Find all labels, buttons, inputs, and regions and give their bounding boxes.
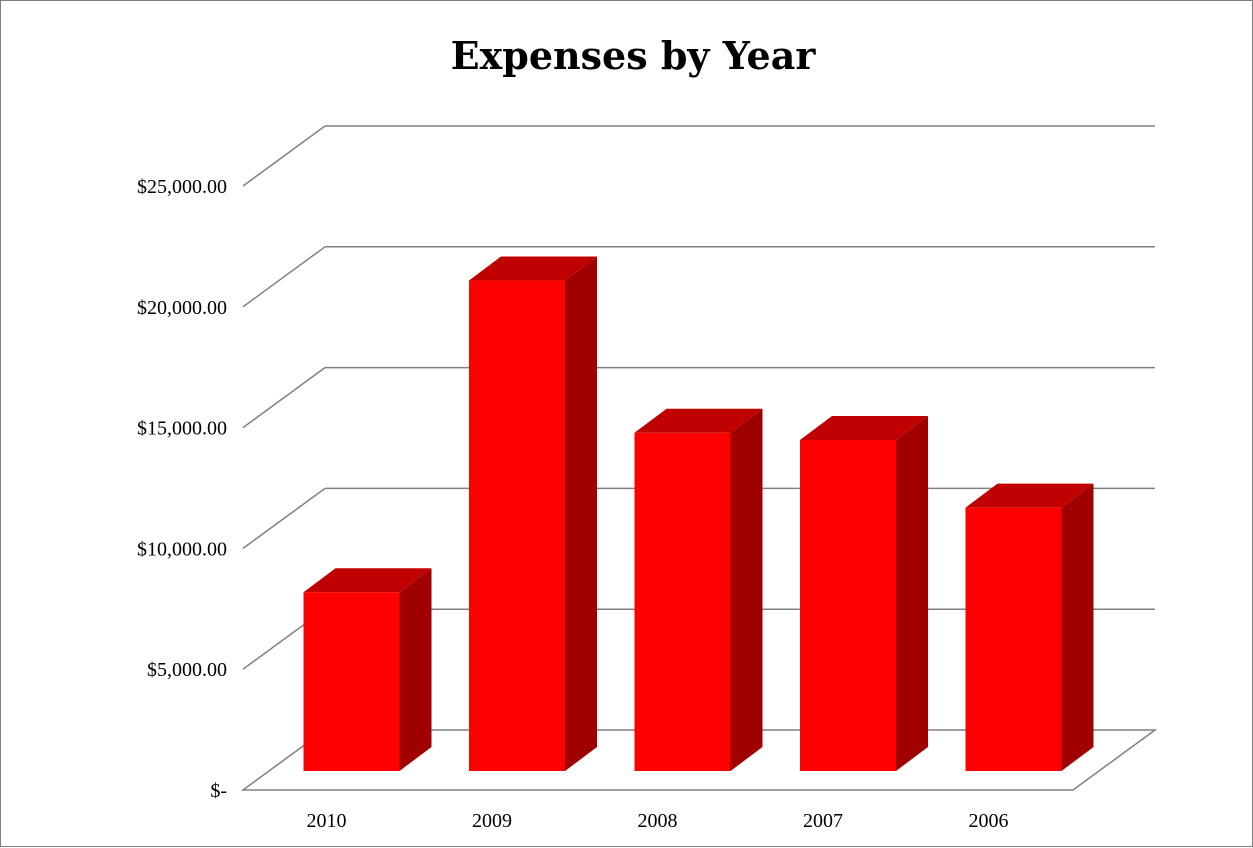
- y-tick-label: $25,000.00: [137, 176, 227, 198]
- chart-title: Expenses by Year: [451, 33, 817, 78]
- bar-side: [1061, 483, 1094, 771]
- bar-2006: [965, 507, 1062, 771]
- bar-2007: [800, 440, 896, 771]
- x-tick-label: 2010: [307, 810, 347, 832]
- y-axis-labels: $- $5,000.00 $10,000.00 $15,000.00 $20,000.0…: [137, 176, 227, 802]
- x-axis-labels: 2010 2009 2008 2007 2006: [307, 810, 1009, 832]
- bar-2008: [634, 432, 731, 771]
- gridline-side: [242, 246, 326, 308]
- x-tick-label: 2009: [472, 810, 512, 832]
- bar-top: [634, 408, 763, 433]
- bar-top: [965, 483, 1094, 508]
- x-tick-label: 2008: [638, 810, 678, 832]
- gridline-side: [242, 366, 326, 429]
- bar-top: [469, 256, 597, 281]
- bar-2010: [303, 592, 400, 771]
- x-tick-label: 2007: [803, 810, 843, 832]
- bar-side: [896, 416, 928, 771]
- gridline-side: [242, 487, 326, 550]
- y-tick-label: $10,000.00: [137, 538, 227, 560]
- y-tick-label: $15,000.00: [137, 418, 227, 440]
- bar-top: [800, 416, 928, 441]
- x-tick-label: 2006: [969, 810, 1009, 832]
- bar-side: [565, 256, 597, 771]
- bars: [303, 256, 1094, 771]
- bar-top: [303, 568, 432, 593]
- y-tick-label: $-: [210, 780, 227, 802]
- bar-side: [399, 568, 432, 771]
- y-tick-label: $5,000.00: [147, 659, 227, 681]
- bar-side: [730, 408, 763, 771]
- bar-2009: [469, 280, 565, 771]
- y-tick-label: $20,000.00: [137, 297, 227, 319]
- gridline-side: [242, 125, 326, 187]
